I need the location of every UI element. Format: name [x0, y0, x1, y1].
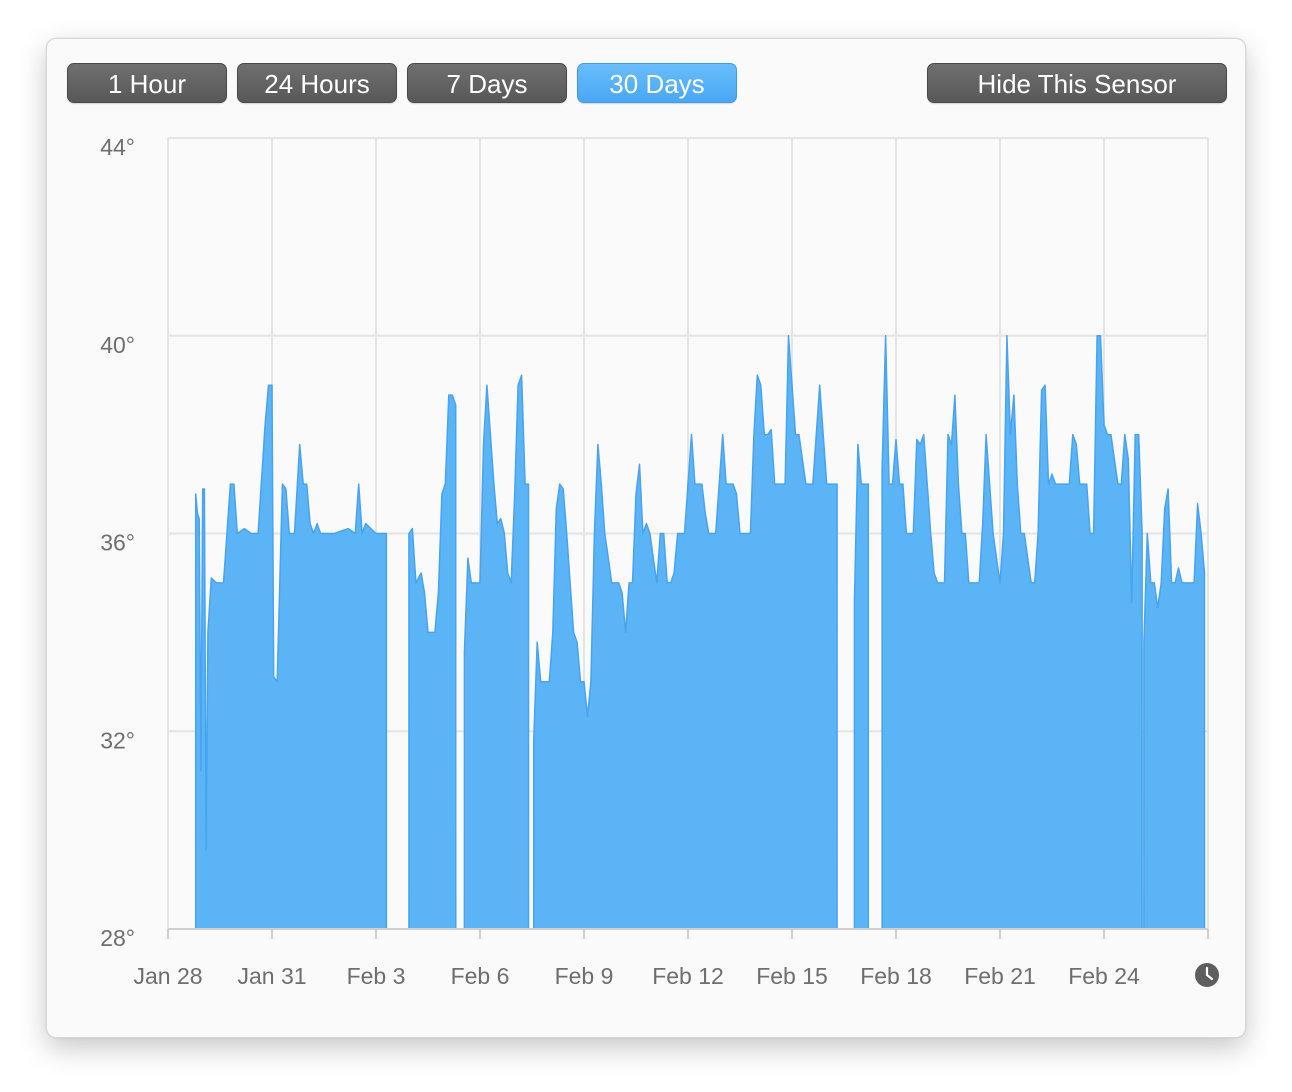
x-tick-label: Feb 15: [756, 963, 828, 989]
sensor-history-window: 1 Hour 24 Hours 7 Days 30 Days Hide This…: [46, 38, 1246, 1038]
area-segment: [1143, 488, 1206, 930]
y-tick-label: 36°: [100, 530, 135, 556]
area-segment: [532, 335, 838, 930]
range-24-hours-button[interactable]: 24 Hours: [237, 63, 397, 103]
x-tick-label: Jan 31: [237, 963, 306, 989]
temperature-chart: Jan 28 Jan 31 Feb 3 Feb 6 Feb 9 Feb 12 Feb 15 F…: [47, 39, 1247, 1039]
range-1-hour-button[interactable]: 1 Hour: [67, 63, 227, 103]
x-tick-label: Feb 9: [555, 963, 614, 989]
x-tick-label: Feb 18: [860, 963, 932, 989]
chart-canvas: Jan 28 Jan 31 Feb 3 Feb 6 Feb 9 Feb 12 Feb 15 F…: [100, 134, 1219, 989]
x-tick-label: Jan 28: [133, 963, 202, 989]
y-tick-label: 44°: [100, 134, 135, 160]
area-segment: [463, 374, 530, 930]
y-tick-label: 32°: [100, 727, 135, 753]
x-tick-label: Feb 3: [347, 963, 406, 989]
hide-sensor-button[interactable]: Hide This Sensor: [927, 63, 1227, 103]
x-tick-label: Feb 6: [451, 963, 510, 989]
area-segment: [408, 394, 457, 930]
area-segment: [194, 384, 388, 930]
range-30-days-button[interactable]: 30 Days: [577, 63, 737, 103]
clock-icon[interactable]: [1195, 963, 1219, 987]
range-7-days-button[interactable]: 7 Days: [407, 63, 567, 103]
y-tick-label: 28°: [100, 925, 135, 951]
x-tick-label: Feb 12: [652, 963, 724, 989]
x-tick-label: Feb 21: [964, 963, 1036, 989]
y-tick-label: 40°: [100, 332, 135, 358]
area-segment: [853, 443, 870, 930]
x-tick-label: Feb 24: [1068, 963, 1140, 989]
area-segment: [881, 335, 1143, 930]
